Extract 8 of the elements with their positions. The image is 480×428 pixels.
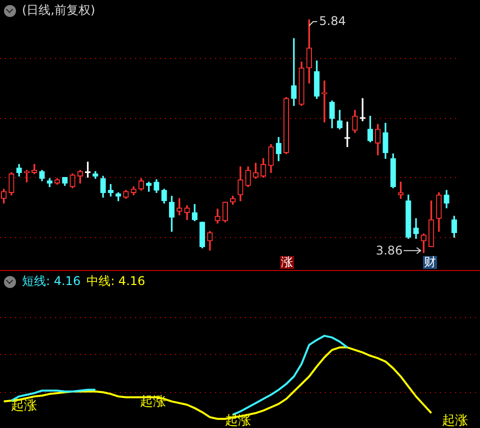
annotation: 3.86 bbox=[376, 244, 403, 258]
text: 涨 bbox=[281, 255, 293, 270]
text: 中线: 4.16 bbox=[86, 273, 146, 290]
annotation: 5.84 bbox=[319, 14, 346, 28]
text: 财 bbox=[424, 255, 436, 270]
chart-title: (日线,前复权) bbox=[22, 2, 96, 19]
annotation: 起涨 bbox=[442, 413, 468, 428]
text: 短线: 4.16 bbox=[22, 273, 81, 290]
